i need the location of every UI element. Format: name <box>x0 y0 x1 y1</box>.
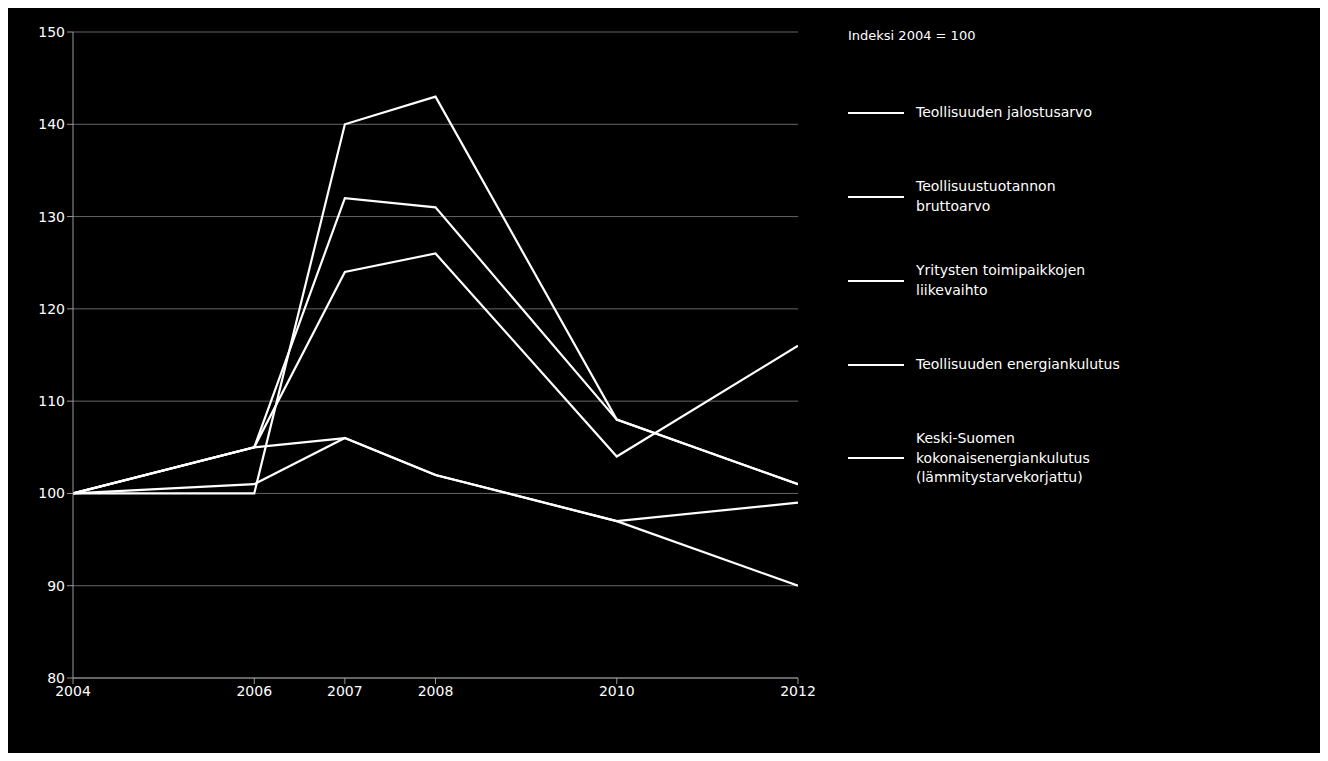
svg-text:120: 120 <box>38 301 65 317</box>
html-text:Teollisuuden energiankulutus: Teollisuuden energiankulutus <box>916 356 1120 373</box>
html-text:Keski-Suomen: Keski-Suomen <box>916 430 1015 446</box>
svg-text:2007: 2007 <box>327 683 363 699</box>
svg-text:2010: 2010 <box>599 683 635 699</box>
html-text:(lämmitystarvekorjattu): (lämmitystarvekorjattu) <box>916 469 1083 486</box>
svg-text:130: 130 <box>38 209 65 225</box>
html-text:bruttoarvo: bruttoarvo <box>916 198 991 214</box>
html-text:Indeksi 2004 = 100: Indeksi 2004 = 100 <box>848 28 976 43</box>
html-text:liikevaihto: liikevaihto <box>916 282 988 298</box>
svg-text:100: 100 <box>38 485 65 501</box>
svg-text:90: 90 <box>47 578 65 594</box>
svg-text:110: 110 <box>38 393 65 409</box>
svg-text:2008: 2008 <box>418 683 454 699</box>
html-text:kokonaisenergiankulutus: kokonaisenergiankulutus <box>916 449 1090 466</box>
html-text:Yritysten toimipaikkojen: Yritysten toimipaikkojen <box>916 262 1086 279</box>
svg-text:2006: 2006 <box>236 683 272 699</box>
svg-text:150: 150 <box>38 24 65 40</box>
svg-text:2004: 2004 <box>55 682 91 699</box>
html-text:Teollisuustuotannon: Teollisuustuotannon <box>916 178 1056 195</box>
svg-text:2012: 2012 <box>780 683 816 699</box>
html-text:Teollisuuden jalostusarvo: Teollisuuden jalostusarvo <box>916 104 1092 121</box>
svg-text:80: 80 <box>47 670 65 686</box>
svg-text:140: 140 <box>38 116 65 132</box>
